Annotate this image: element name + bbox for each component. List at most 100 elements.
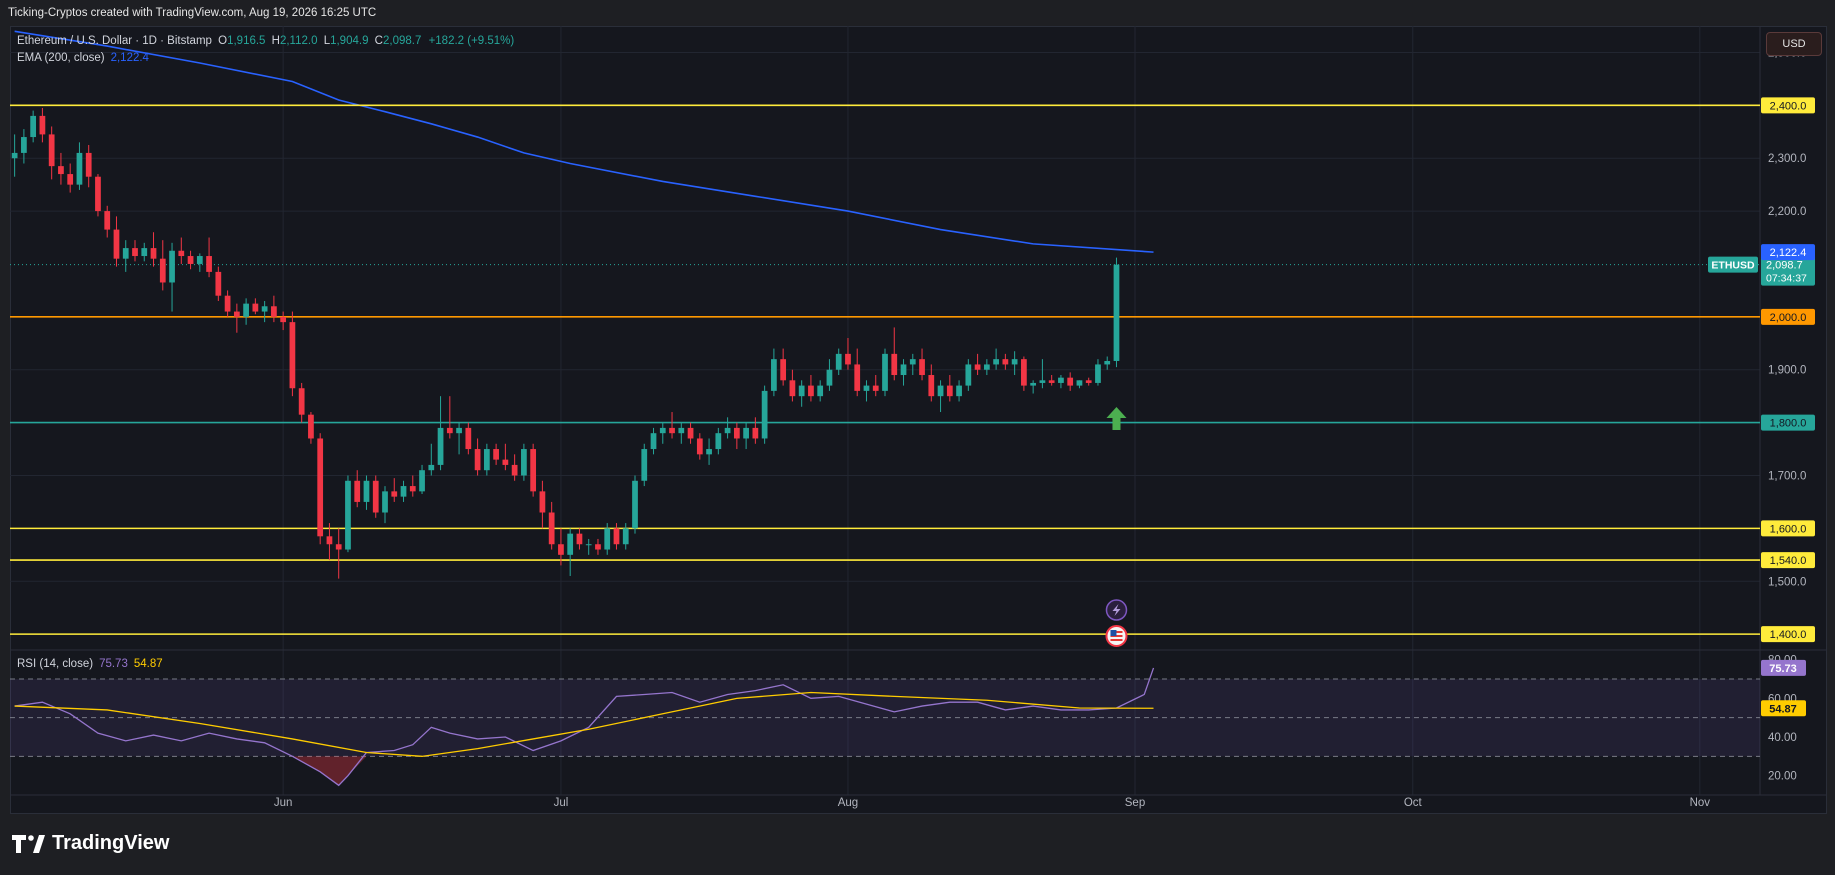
candle-body bbox=[465, 427, 472, 450]
candle-body bbox=[687, 427, 694, 439]
tradingview-logo[interactable]: TradingView bbox=[12, 832, 169, 855]
candle-body bbox=[891, 353, 898, 376]
candle-body bbox=[104, 211, 111, 230]
candle-body bbox=[372, 480, 379, 513]
level-price-tag bbox=[1761, 520, 1815, 537]
candle-body bbox=[159, 258, 166, 283]
candle-body bbox=[622, 528, 629, 545]
candle-body bbox=[706, 449, 712, 455]
candle-body bbox=[632, 480, 638, 529]
candle-body bbox=[1085, 380, 1092, 383]
candle-body bbox=[317, 438, 324, 537]
candle-body bbox=[363, 480, 370, 502]
candle-body bbox=[224, 295, 231, 312]
candle-body bbox=[604, 528, 611, 550]
level-price-tag bbox=[1761, 552, 1815, 569]
candle-body bbox=[965, 364, 972, 386]
candle-body bbox=[187, 256, 194, 264]
candle-body bbox=[669, 427, 675, 434]
candle-body bbox=[326, 536, 333, 545]
candle-body bbox=[733, 427, 740, 439]
candle-body bbox=[1048, 380, 1055, 383]
ema-price-label: 2,122.4 bbox=[1770, 247, 1807, 259]
candle-body bbox=[678, 427, 685, 434]
candle-body bbox=[132, 248, 138, 257]
close-key: C bbox=[374, 35, 383, 47]
candle-body bbox=[900, 364, 907, 376]
candle-body bbox=[845, 353, 851, 365]
candle-body bbox=[252, 303, 259, 312]
candle-body bbox=[122, 248, 129, 259]
candle-body bbox=[798, 385, 805, 397]
candle-body bbox=[298, 388, 305, 415]
candle-body bbox=[382, 491, 388, 513]
ema-value: 2,122.4 bbox=[110, 52, 149, 64]
ema-price-tag bbox=[1761, 244, 1815, 261]
candle-body bbox=[30, 115, 37, 138]
us-flag-event-icon bbox=[1105, 625, 1128, 647]
candle-body bbox=[650, 433, 657, 450]
candle-body bbox=[1095, 364, 1101, 383]
candle-body bbox=[835, 353, 842, 370]
rsi-panel bbox=[10, 667, 1760, 787]
candle-body bbox=[76, 152, 83, 185]
open-value: 1,916.5 bbox=[227, 35, 266, 47]
chart-caption: Ticking-Cryptos created with TradingView… bbox=[8, 7, 377, 19]
candle-body bbox=[595, 544, 601, 550]
time-tick-label: Nov bbox=[1690, 797, 1711, 809]
level-price-label: 1,400.0 bbox=[1770, 629, 1807, 641]
last-price-label: 2,098.7 bbox=[1766, 260, 1803, 272]
currency-button[interactable]: USD bbox=[1766, 32, 1822, 56]
change-value: +182.2 (+9.51%) bbox=[428, 35, 515, 47]
low-key: L bbox=[323, 35, 331, 47]
candle-body bbox=[502, 459, 509, 465]
time-tick-label: Jul bbox=[554, 797, 569, 809]
candle-body bbox=[752, 427, 759, 439]
rsi-line bbox=[14, 667, 1155, 787]
candle-body bbox=[474, 449, 481, 471]
symbol-tag-label: ETHUSD bbox=[1711, 260, 1755, 272]
level-price-label: 2,400.0 bbox=[1770, 100, 1807, 112]
candle-body bbox=[400, 486, 407, 497]
candle-body bbox=[1011, 359, 1018, 365]
candle-body bbox=[919, 359, 925, 376]
open-key: O bbox=[218, 35, 228, 47]
candle-body bbox=[974, 364, 981, 370]
candle-body bbox=[771, 359, 777, 391]
candle-body bbox=[446, 427, 453, 434]
close-value: 2,098.7 bbox=[382, 35, 422, 47]
low-value: 1,904.9 bbox=[330, 35, 369, 47]
candle-body bbox=[1067, 377, 1074, 386]
rsi-value-label: 54.87 bbox=[1769, 703, 1797, 715]
candle-body bbox=[539, 491, 546, 513]
time-tick-label: Sep bbox=[1125, 797, 1145, 809]
candle-body bbox=[95, 176, 101, 212]
time-tick-label: Aug bbox=[838, 797, 858, 809]
price-axis: 1,500.01,700.01,900.02,200.02,300.02,500… bbox=[1708, 47, 1815, 783]
candle-body bbox=[585, 544, 592, 546]
candle-body bbox=[882, 353, 888, 391]
level-price-label: 1,800.0 bbox=[1770, 418, 1807, 430]
ema-line bbox=[14, 30, 1154, 253]
candle-body bbox=[983, 364, 990, 370]
flag-canton bbox=[1110, 630, 1117, 636]
candlestick-series bbox=[11, 107, 1120, 579]
level-price-label: 1,600.0 bbox=[1770, 523, 1807, 535]
candle-body bbox=[724, 427, 731, 434]
countdown-label: 07:34:37 bbox=[1766, 273, 1807, 285]
candle-body bbox=[567, 533, 574, 555]
rsi-legend: RSI (14, close) 75.73 54.87 bbox=[17, 658, 163, 670]
candle-body bbox=[391, 491, 398, 497]
rsi-ma-value: 54.87 bbox=[133, 658, 163, 670]
rsi-value-tag bbox=[1761, 700, 1806, 717]
price-tick-label: 2,300.0 bbox=[1768, 153, 1806, 165]
candle-body bbox=[817, 385, 824, 397]
rsi-value: 75.73 bbox=[99, 658, 128, 670]
candle-body bbox=[743, 427, 749, 439]
candle-body bbox=[789, 380, 796, 397]
candle-body bbox=[511, 464, 518, 476]
rsi-value-label: 75.73 bbox=[1769, 663, 1797, 675]
candle-body bbox=[215, 271, 222, 296]
candle-body bbox=[493, 449, 499, 460]
